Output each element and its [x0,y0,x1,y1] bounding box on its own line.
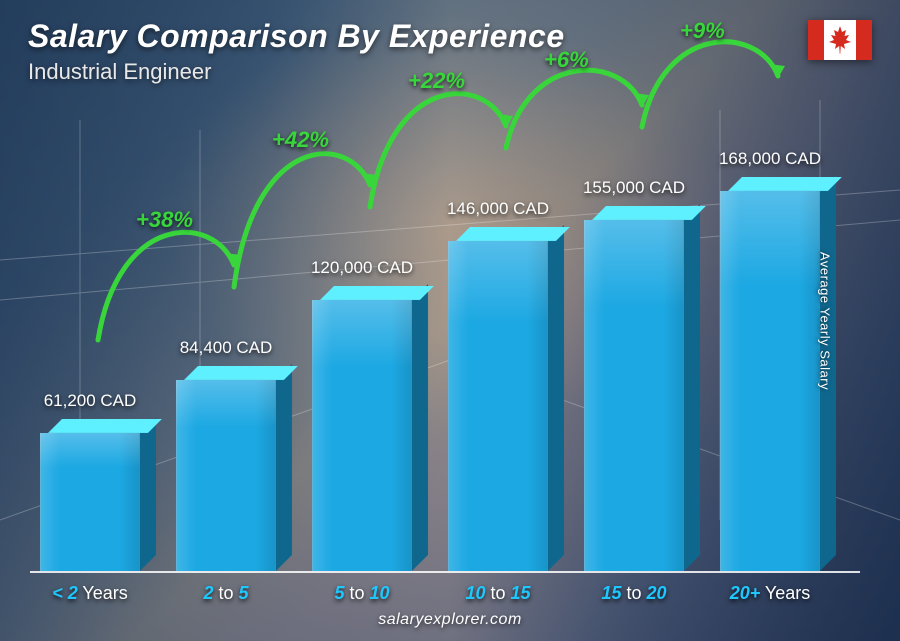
chart-title: Salary Comparison By Experience [28,18,872,55]
bar-category-label: 5 to 10 [292,583,432,604]
chart-baseline [30,571,860,573]
delta-arc-icon [30,120,850,500]
bar-category-label: 2 to 5 [156,583,296,604]
chart-header: Salary Comparison By Experience Industri… [28,18,872,85]
delta-label: +38% [136,207,193,233]
footer-attribution: salaryexplorer.com [0,611,900,629]
bar-category-label: < 2 Years [20,583,160,604]
bar-category-label: 15 to 20 [564,583,704,604]
chart-subtitle: Industrial Engineer [28,59,872,85]
delta-label: +42% [272,127,329,153]
bar-chart: 61,200 CAD< 2 Years84,400 CAD2 to 5120,0… [30,120,850,571]
bar-category-label: 10 to 15 [428,583,568,604]
bar-category-label: 20+ Years [700,583,840,604]
y-axis-label: Average Yearly Salary [817,251,832,389]
canada-flag-icon [808,20,872,60]
